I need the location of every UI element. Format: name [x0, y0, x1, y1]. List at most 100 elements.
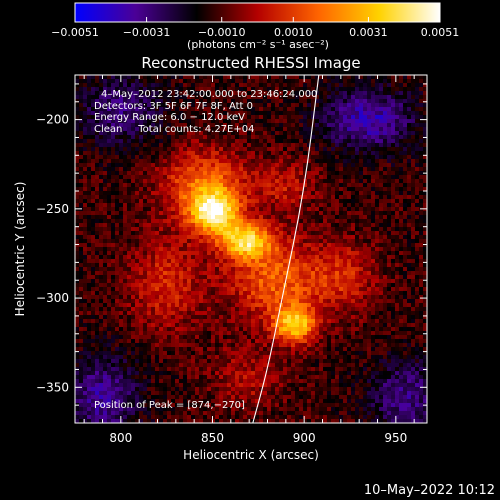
heatmap-pixel — [147, 259, 152, 264]
heatmap-pixel — [263, 103, 268, 108]
heatmap-pixel — [223, 307, 228, 312]
heatmap-pixel — [163, 83, 168, 88]
heatmap-pixel — [75, 275, 80, 280]
heatmap-pixel — [127, 355, 132, 360]
heatmap-pixel — [271, 251, 276, 256]
heatmap-pixel — [151, 283, 156, 288]
heatmap-pixel — [279, 187, 284, 192]
heatmap-pixel — [219, 403, 224, 408]
heatmap-pixel — [223, 263, 228, 268]
heatmap-pixel — [255, 171, 260, 176]
heatmap-pixel — [91, 171, 96, 176]
heatmap-pixel — [147, 323, 152, 328]
heatmap-pixel — [215, 283, 220, 288]
heatmap-pixel — [259, 111, 264, 116]
heatmap-pixel — [83, 163, 88, 168]
heatmap-pixel — [151, 419, 156, 423]
heatmap-pixel — [243, 115, 248, 120]
heatmap-pixel — [247, 147, 252, 152]
heatmap-pixel — [239, 211, 244, 216]
heatmap-pixel — [271, 299, 276, 304]
heatmap-pixel — [235, 103, 240, 108]
heatmap-pixel — [215, 251, 220, 256]
heatmap-pixel — [279, 347, 284, 352]
heatmap-pixel — [99, 343, 104, 348]
heatmap-pixel — [191, 131, 196, 136]
heatmap-pixel — [75, 239, 80, 244]
heatmap-pixel — [227, 107, 232, 112]
heatmap-pixel — [147, 91, 152, 96]
heatmap-pixel — [75, 383, 80, 388]
heatmap-pixel — [87, 167, 92, 172]
heatmap-pixel — [167, 371, 172, 376]
heatmap-pixel — [211, 399, 216, 404]
heatmap-pixel — [75, 363, 80, 368]
heatmap-pixel — [271, 167, 276, 172]
heatmap-pixel — [263, 263, 268, 268]
heatmap-pixel — [263, 247, 268, 252]
heatmap-pixel — [171, 175, 176, 180]
heatmap-pixel — [143, 139, 148, 144]
heatmap-pixel — [207, 343, 212, 348]
heatmap-pixel — [175, 235, 180, 240]
heatmap-pixel — [251, 207, 256, 212]
heatmap-pixel — [211, 235, 216, 240]
heatmap-pixel — [179, 307, 184, 312]
heatmap-pixel — [167, 295, 172, 300]
heatmap-pixel — [147, 339, 152, 344]
heatmap-pixel — [275, 387, 280, 392]
heatmap-pixel — [83, 263, 88, 268]
heatmap-pixel — [283, 203, 288, 208]
heatmap-pixel — [211, 355, 216, 360]
heatmap-pixel — [99, 291, 104, 296]
heatmap-pixel — [235, 239, 240, 244]
heatmap-pixel — [135, 327, 140, 332]
heatmap-pixel — [211, 147, 216, 152]
heatmap-pixel — [279, 387, 284, 392]
heatmap-pixel — [123, 143, 128, 148]
heatmap-pixel — [83, 127, 88, 132]
heatmap-pixel — [223, 227, 228, 232]
heatmap-pixel — [211, 419, 216, 423]
heatmap-pixel — [251, 287, 256, 292]
heatmap-pixel — [215, 195, 220, 200]
heatmap-pixel — [231, 375, 236, 380]
heatmap-pixel — [263, 335, 268, 340]
heatmap-pixel — [143, 243, 148, 248]
heatmap-pixel — [87, 343, 92, 348]
heatmap-pixel — [191, 247, 196, 252]
heatmap-pixel — [199, 95, 204, 100]
heatmap-pixel — [219, 343, 224, 348]
heatmap-pixel — [299, 87, 304, 92]
heatmap-pixel — [167, 107, 172, 112]
heatmap-pixel — [203, 275, 208, 280]
heatmap-pixel — [267, 255, 272, 260]
heatmap-pixel — [235, 331, 240, 336]
heatmap-pixel — [183, 387, 188, 392]
heatmap-pixel — [135, 91, 140, 96]
heatmap-pixel — [151, 263, 156, 268]
heatmap-pixel — [95, 311, 100, 316]
heatmap-pixel — [239, 371, 244, 376]
heatmap-pixel — [115, 99, 120, 104]
heatmap-pixel — [255, 167, 260, 172]
heatmap-pixel — [191, 127, 196, 132]
heatmap-pixel — [291, 303, 296, 308]
heatmap-pixel — [95, 335, 100, 340]
heatmap-pixel — [83, 247, 88, 252]
heatmap-pixel — [299, 255, 304, 260]
heatmap-pixel — [223, 243, 228, 248]
heatmap-pixel — [119, 83, 124, 88]
heatmap-pixel — [195, 231, 200, 236]
heatmap-pixel — [207, 267, 212, 272]
heatmap-pixel — [87, 303, 92, 308]
heatmap-pixel — [187, 179, 192, 184]
heatmap-pixel — [203, 231, 208, 236]
heatmap-pixel — [207, 95, 212, 100]
heatmap-pixel — [291, 131, 296, 136]
heatmap-pixel — [223, 255, 228, 260]
heatmap-pixel — [143, 311, 148, 316]
heatmap-pixel — [227, 263, 232, 268]
heatmap-pixel — [119, 239, 124, 244]
heatmap-pixel — [147, 231, 152, 236]
